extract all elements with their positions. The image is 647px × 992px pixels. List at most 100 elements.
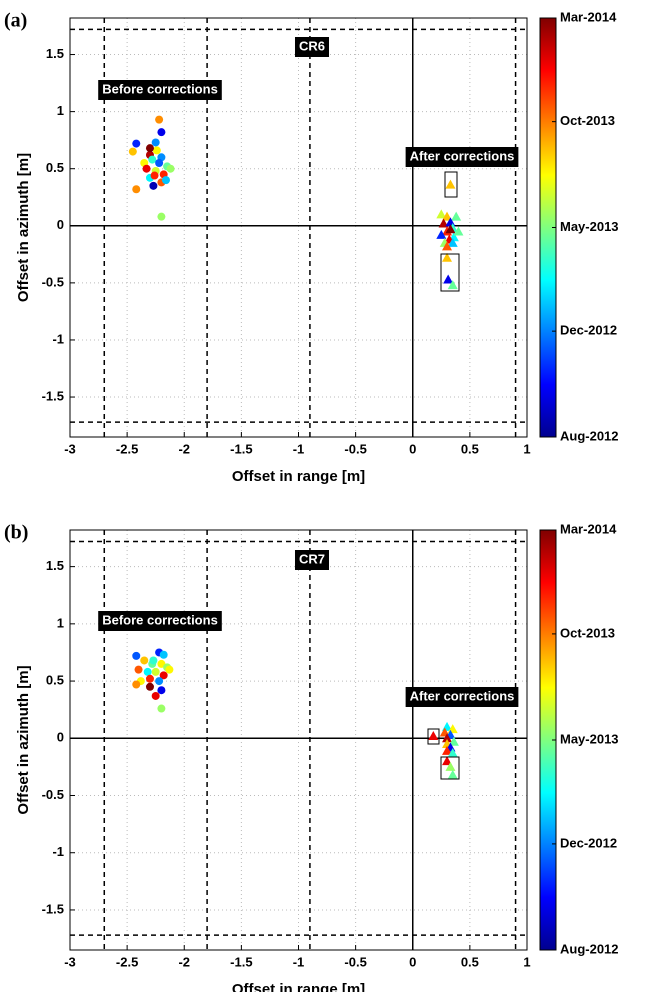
- y-axis-label: Offset in azimuth [m]: [15, 665, 32, 814]
- triangle-point: [442, 241, 453, 251]
- y-tick-label: 1.5: [46, 558, 64, 573]
- x-axis-label: Offset in range [m]: [232, 981, 365, 992]
- triangle-point: [447, 237, 458, 247]
- x-tick-label: 0: [409, 441, 416, 456]
- triangle-point: [451, 211, 462, 221]
- triangle-point: [442, 733, 453, 743]
- triangle-point: [442, 756, 453, 766]
- circle-point: [152, 146, 161, 155]
- x-tick-label: -1.5: [230, 954, 252, 969]
- circle-point: [157, 128, 166, 137]
- triangle-point: [436, 209, 447, 219]
- highlight-box: [440, 756, 460, 780]
- triangle-point: [447, 769, 458, 779]
- series-label: After corrections: [410, 148, 515, 163]
- series-label: Before corrections: [102, 81, 218, 96]
- y-tick-label: -1: [52, 331, 64, 346]
- colorbar-tick-label: Dec-2012: [560, 323, 617, 338]
- circle-point: [145, 144, 154, 153]
- triangle-point: [447, 280, 458, 290]
- circle-point: [151, 667, 160, 676]
- panel-label: (b): [4, 522, 28, 544]
- x-tick-label: -3: [64, 441, 76, 456]
- y-tick-label: 0: [57, 217, 64, 232]
- circle-point: [157, 212, 166, 221]
- circle-point: [155, 115, 164, 124]
- x-tick-label: 0.5: [461, 441, 479, 456]
- y-tick-label: 1: [57, 615, 64, 630]
- panel: -3 -2.5 -2 -1.5 -1 -0.5 0 0.5 1 -1.5 -1 -0.5 0 0.5 1 1.…: [4, 9, 619, 485]
- chart-title-box: [294, 550, 330, 570]
- chart-title-box: [294, 37, 330, 57]
- circle-point: [149, 181, 158, 190]
- series-label-box: [98, 611, 222, 631]
- circle-point: [148, 155, 157, 164]
- x-tick-label: -3: [64, 954, 76, 969]
- triangle-point: [445, 179, 456, 189]
- y-tick-label: -1.5: [42, 901, 64, 916]
- chart-title: CR6: [299, 38, 325, 53]
- x-tick-label: -0.5: [344, 441, 366, 456]
- colorbar-tick-label: May-2013: [560, 219, 619, 234]
- circle-point: [150, 171, 159, 180]
- circle-point: [132, 651, 141, 660]
- circle-point: [128, 147, 137, 156]
- x-tick-label: -2.5: [116, 954, 138, 969]
- circle-point: [159, 671, 168, 680]
- circle-point: [132, 680, 141, 689]
- triangle-point: [428, 730, 439, 740]
- x-tick-label: -2: [178, 441, 190, 456]
- circle-point: [134, 665, 143, 674]
- x-tick-label: -1: [293, 954, 305, 969]
- triangle-point: [448, 736, 459, 746]
- highlight-box: [444, 171, 458, 198]
- x-tick-label: 0.5: [461, 954, 479, 969]
- y-tick-label: 1: [57, 103, 64, 118]
- circle-point: [151, 138, 160, 147]
- circle-point: [155, 677, 164, 686]
- triangle-point: [453, 226, 464, 236]
- x-tick-label: 1: [523, 954, 530, 969]
- triangle-point: [445, 761, 456, 771]
- x-tick-label: -1: [293, 441, 305, 456]
- colorbar-tick-label: Oct-2013: [560, 625, 615, 640]
- colorbar-tick-label: May-2013: [560, 731, 619, 746]
- circle-point: [145, 682, 154, 691]
- colorbar-tick-label: Oct-2013: [560, 113, 615, 128]
- circle-point: [132, 139, 141, 148]
- colorbar-tick-label: Aug-2012: [560, 428, 619, 443]
- triangle-point: [436, 229, 447, 239]
- x-tick-label: -2: [178, 954, 190, 969]
- y-tick-label: 0.5: [46, 160, 64, 175]
- series-label: After corrections: [410, 688, 515, 703]
- circle-point: [145, 674, 154, 683]
- circle-point: [142, 164, 151, 173]
- series-label-box: [405, 147, 519, 167]
- triangle-point: [443, 274, 454, 284]
- circle-point: [161, 176, 170, 185]
- circle-point: [165, 665, 174, 674]
- triangle-point: [442, 211, 453, 221]
- triangle-point: [447, 748, 458, 758]
- x-tick-label: 0: [409, 954, 416, 969]
- y-tick-label: -1.5: [42, 388, 64, 403]
- colorbar-tick-label: Mar-2014: [560, 521, 617, 536]
- circle-point: [143, 667, 152, 676]
- triangle-point: [442, 745, 453, 755]
- x-tick-label: 1: [523, 441, 530, 456]
- colorbar-tick-label: Dec-2012: [560, 835, 617, 850]
- series-label-box: [98, 80, 222, 100]
- plot-frame: [69, 17, 528, 438]
- y-tick-label: -0.5: [42, 787, 64, 802]
- x-tick-label: -1.5: [230, 441, 252, 456]
- circle-point: [166, 164, 175, 173]
- circle-point: [155, 158, 164, 167]
- y-tick-label: 0.5: [46, 673, 64, 688]
- panel-label: (a): [4, 10, 27, 32]
- circle-point: [132, 185, 141, 194]
- circle-point: [157, 704, 166, 713]
- circle-point: [151, 691, 160, 700]
- circle-point: [159, 650, 168, 659]
- x-tick-label: -2.5: [116, 441, 138, 456]
